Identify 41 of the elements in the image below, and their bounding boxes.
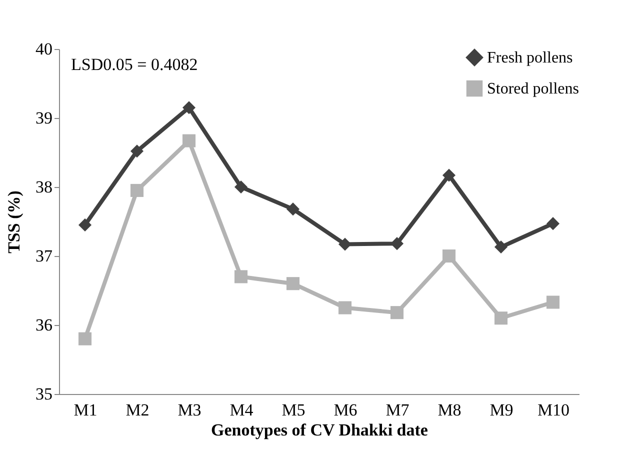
x-tick-label: M9 xyxy=(490,400,514,420)
point xyxy=(234,180,248,194)
point xyxy=(338,301,352,314)
point xyxy=(130,144,144,158)
y-tick-label: 35 xyxy=(36,384,52,404)
point xyxy=(182,101,196,114)
point xyxy=(546,296,560,309)
x-tick-label: M7 xyxy=(386,400,410,420)
point xyxy=(182,134,196,148)
y-tick-label: 40 xyxy=(36,40,52,58)
x-tick-label: M2 xyxy=(126,400,150,420)
point xyxy=(234,270,248,284)
point xyxy=(546,217,560,230)
point xyxy=(390,306,404,320)
x-tick-label: M8 xyxy=(438,400,462,420)
x-tick-label: M1 xyxy=(74,400,98,420)
legend-label: Stored pollens xyxy=(487,80,579,98)
legend-label: Fresh pollens xyxy=(487,50,573,66)
point xyxy=(442,249,456,263)
point xyxy=(442,168,456,182)
point xyxy=(286,202,300,216)
y-tick-label: 38 xyxy=(36,178,52,196)
y-axis-title: TSS (%) xyxy=(4,190,24,254)
annotation: LSD0.05 = 0.4082 xyxy=(71,55,198,74)
point xyxy=(78,332,92,346)
point xyxy=(494,312,508,325)
x-tick-label: M3 xyxy=(178,400,202,420)
point xyxy=(494,240,508,254)
point xyxy=(286,277,300,290)
y-tick-label: 36 xyxy=(36,316,52,334)
y-tick-label: 39 xyxy=(36,108,52,128)
y-tick-label: 37 xyxy=(36,246,53,266)
point xyxy=(338,238,352,251)
x-axis-title: Genotypes of CV Dhakki date xyxy=(211,420,428,440)
x-tick-label: M4 xyxy=(230,400,254,420)
x-tick-label: M6 xyxy=(334,400,358,420)
point xyxy=(130,184,144,197)
point xyxy=(390,237,404,250)
x-tick-label: M5 xyxy=(282,400,306,420)
point xyxy=(78,218,92,232)
x-tick-label: M10 xyxy=(537,400,570,420)
